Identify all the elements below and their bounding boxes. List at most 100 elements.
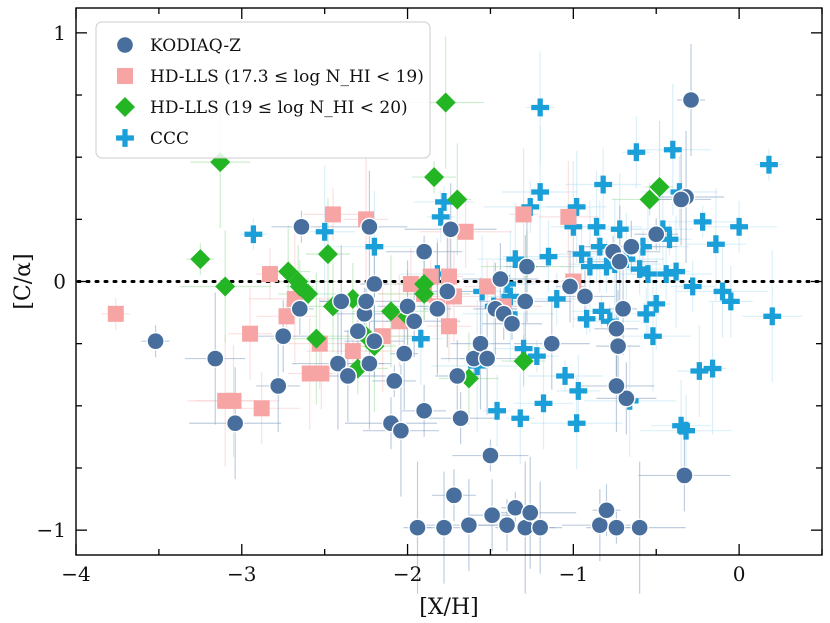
data-point (328, 354, 348, 373)
data-point (459, 515, 479, 535)
data-point (206, 349, 225, 368)
data-point (630, 260, 649, 278)
data-point (690, 362, 709, 380)
data-point (385, 371, 404, 391)
data-point (274, 327, 293, 346)
data-point (391, 421, 411, 440)
data-point (657, 265, 676, 283)
data-point (667, 262, 686, 281)
x-tick-label: −4 (61, 562, 90, 586)
data-point (408, 518, 427, 537)
data-point (531, 183, 550, 201)
data-point (434, 518, 454, 537)
data-point (660, 230, 679, 249)
data-point (630, 518, 649, 537)
data-point (190, 249, 211, 270)
data-point (567, 414, 586, 433)
data-point (560, 277, 580, 296)
data-point (313, 365, 330, 382)
x-tick-label: 0 (733, 562, 746, 586)
data-point (643, 327, 662, 346)
data-point (534, 394, 553, 413)
data-point (107, 305, 124, 322)
data-point (398, 297, 417, 316)
data-point (637, 304, 656, 323)
data-point (730, 217, 749, 236)
x-tick-label: −2 (393, 562, 422, 586)
data-point (575, 287, 595, 306)
data-point (607, 319, 626, 338)
x-tick-label: −3 (227, 562, 256, 586)
data-point (671, 190, 691, 209)
legend-marker (116, 129, 134, 147)
y-tick-label: 0 (53, 270, 66, 294)
data-point (395, 344, 414, 363)
data-point (482, 506, 502, 525)
data-point (681, 90, 701, 110)
data-point (424, 167, 445, 188)
data-point (572, 245, 591, 264)
data-point (521, 503, 540, 522)
legend-marker (117, 68, 133, 84)
data-point (365, 237, 384, 256)
data-point (580, 257, 599, 276)
data-point (497, 515, 517, 535)
data-point (592, 302, 611, 321)
y-axis-label: [C/α] (11, 253, 36, 309)
data-point (471, 334, 490, 353)
data-point (613, 299, 633, 319)
data-point (639, 265, 657, 283)
legend-label: KODIAQ-Z (150, 36, 241, 56)
y-tick-label: −1 (37, 518, 66, 542)
data-point (414, 401, 434, 420)
data-point (380, 301, 401, 322)
data-point (502, 314, 522, 333)
data-point (617, 389, 636, 408)
data-point (411, 329, 430, 348)
data-point (693, 212, 712, 231)
data-point (477, 349, 497, 368)
data-point (560, 208, 577, 225)
data-point (622, 237, 641, 256)
data-point (278, 308, 295, 325)
data-point (501, 287, 520, 306)
data-point (447, 189, 468, 210)
legend-label: HD-LLS (17.3 ≤ log N_HI < 19) (150, 67, 424, 87)
data-point (402, 275, 419, 292)
data-point (639, 189, 660, 210)
y-tick-label: 1 (53, 21, 66, 45)
data-point (356, 292, 376, 311)
data-point (515, 206, 532, 223)
data-points (107, 90, 782, 537)
x-tick-label: −1 (559, 562, 588, 586)
data-point (514, 339, 533, 358)
data-point (608, 336, 628, 356)
legend-label: CCC (150, 129, 189, 149)
data-point (530, 518, 550, 537)
data-point (713, 282, 732, 301)
data-point (597, 501, 616, 520)
data-point (647, 225, 666, 244)
data-point (577, 309, 596, 328)
data-point (479, 278, 496, 295)
data-point (569, 381, 588, 400)
data-point (513, 351, 534, 372)
data-point (675, 466, 694, 485)
data-point (516, 292, 535, 311)
data-point (365, 331, 384, 351)
data-point (438, 282, 457, 301)
data-point (344, 343, 361, 360)
data-point (451, 409, 470, 428)
data-point (610, 220, 629, 239)
data-point (683, 277, 702, 296)
data-point (306, 328, 327, 349)
data-point (315, 222, 334, 241)
data-point (244, 225, 263, 244)
data-point (763, 307, 782, 326)
data-point (607, 518, 626, 537)
legend-marker (115, 97, 135, 117)
data-point (481, 446, 500, 465)
data-point (324, 206, 341, 223)
data-point (441, 220, 460, 239)
data-point (253, 400, 270, 417)
